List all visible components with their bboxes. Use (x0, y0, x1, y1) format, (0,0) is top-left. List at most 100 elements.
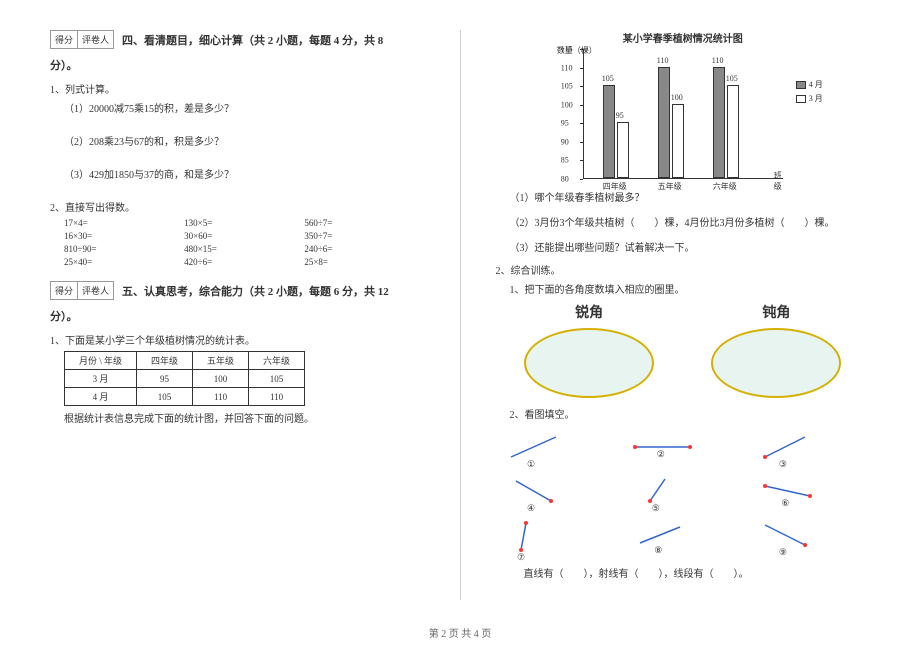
calc-row: 25×40=420÷6=25×8= (64, 257, 425, 267)
line-cell: ⑨ (745, 515, 870, 559)
score-box-2: 得分 评卷人 (50, 281, 114, 300)
calc-cell: 350÷7= (304, 231, 424, 241)
y-tick-label: 90 (561, 137, 569, 146)
calc-cell: 420÷6= (184, 257, 304, 267)
lines-grid: ① ② ③ ④ ⑤ ⑥ ⑦ ⑧ ⑨ (496, 427, 871, 559)
bar-value-label: 110 (712, 56, 724, 65)
bar-value-label: 100 (671, 93, 683, 102)
calc-cell: 25×8= (304, 257, 424, 267)
calc-cell: 25×40= (64, 257, 184, 267)
y-tick-label: 80 (561, 175, 569, 184)
chart-bar (658, 67, 670, 178)
section4-header: 得分 评卷人 四、看清题目，细心计算（共 2 小题，每题 4 分，共 8 (50, 30, 425, 49)
table-cell: 100 (193, 370, 249, 388)
tree-table: 月份 \ 年级四年级五年级六年级 3 月951001054 月105110110 (64, 351, 305, 406)
line-number-label: ③ (779, 459, 787, 470)
line-svg (620, 427, 745, 471)
obtuse-label: 钝角 (762, 302, 790, 322)
calc-cell: 810÷90= (64, 244, 184, 254)
s4-p1-head: 1、列式计算。 (50, 81, 425, 96)
line-cell: ⑤ (620, 471, 745, 515)
s5-p1-head: 1、下面是某小学三个年级植树情况的统计表。 (50, 332, 425, 347)
chart-title: 某小学春季植树情况统计图 (553, 30, 813, 45)
s4-p1-1: （1）20000减75乘15的积，差是多少？ (64, 100, 425, 115)
bar-chart: 某小学春季植树情况统计图 数量（棵） 4 月3 月 80859095100105… (553, 30, 813, 179)
line-svg (745, 515, 870, 559)
calc-row: 16×30=30×60=350÷7= (64, 231, 425, 241)
calc-cell: 30×60= (184, 231, 304, 241)
table-header-cell: 月份 \ 年级 (65, 352, 137, 370)
chart-q3: （3）还能提出哪些问题？试着解决一下。 (510, 239, 871, 254)
line-cell: ④ (496, 471, 621, 515)
line-number-label: ⑧ (654, 545, 662, 556)
line-number-label: ⑤ (652, 503, 660, 514)
section5-suffix: 分）。 (50, 308, 425, 324)
s5-p2-s1: 1、把下面的各角度数填入相应的圈里。 (510, 281, 871, 296)
obtuse-ellipse (711, 328, 841, 398)
y-tick-label: 105 (561, 82, 573, 91)
line-number-label: ⑥ (781, 498, 789, 509)
line-cell: ⑦ (496, 515, 621, 559)
table-cell: 110 (193, 388, 249, 406)
y-tick-label: 100 (561, 100, 573, 109)
line-cell: ② (620, 427, 745, 471)
chart-bar (617, 122, 629, 178)
calc-row: 810÷90=480×15=240÷6= (64, 244, 425, 254)
s5-p2-s2: 2、看图填空。 (510, 406, 871, 421)
chart-bar (727, 85, 739, 178)
x-category-label: 四年级 (603, 181, 627, 192)
table-cell: 105 (137, 388, 193, 406)
table-header-cell: 四年级 (137, 352, 193, 370)
table-cell: 110 (249, 388, 305, 406)
calc-row: 17×4=130×5=560÷7= (64, 218, 425, 228)
score-label: 得分 (51, 31, 78, 48)
y-tick-label: 115 (561, 45, 573, 54)
right-column: 某小学春季植树情况统计图 数量（棵） 4 月3 月 80859095100105… (496, 30, 871, 600)
legend-label: 4 月 (809, 79, 823, 90)
calc-cell: 560÷7= (304, 218, 424, 228)
s5-p1-note: 根据统计表信息完成下面的统计图，并回答下面的问题。 (64, 410, 425, 425)
section5-header: 得分 评卷人 五、认真思考，综合能力（共 2 小题，每题 6 分，共 12 (50, 281, 425, 300)
section4-title: 四、看清题目，细心计算（共 2 小题，每题 4 分，共 8 (122, 32, 383, 48)
line-cell: ⑥ (745, 471, 870, 515)
bar-value-label: 95 (616, 111, 624, 120)
table-cell: 105 (249, 370, 305, 388)
bar-value-label: 105 (726, 74, 738, 83)
legend-swatch (796, 81, 806, 89)
section5-title: 五、认真思考，综合能力（共 2 小题，每题 6 分，共 12 (122, 283, 389, 299)
calc-cell: 130×5= (184, 218, 304, 228)
s4-p2-head: 2、直接写出得数。 (50, 199, 425, 214)
section4-suffix: 分）。 (50, 57, 425, 73)
line-svg (745, 427, 870, 471)
table-cell: 3 月 (65, 370, 137, 388)
line-number-label: ⑨ (779, 547, 787, 558)
line-svg (745, 471, 870, 515)
bar-value-label: 105 (602, 74, 614, 83)
table-row: 3 月95100105 (65, 370, 305, 388)
calc-rows: 17×4=130×5=560÷7= 16×30=30×60=350÷7= 810÷9… (50, 218, 425, 267)
marker-label: 评卷人 (78, 31, 113, 48)
calc-cell: 16×30= (64, 231, 184, 241)
angle-labels-row: 锐角 钝角 (496, 302, 871, 322)
acute-ellipse (524, 328, 654, 398)
calc-cell: 480×15= (184, 244, 304, 254)
chart-bar (603, 85, 615, 178)
table-header-cell: 六年级 (249, 352, 305, 370)
line-cell: ③ (745, 427, 870, 471)
page-footer: 第 2 页 共 4 页 (0, 625, 920, 640)
chart-q2: （2）3月份3个年级共植树（ ）棵，4月份比3月份多植树（ ）棵。 (510, 214, 871, 229)
s4-p1-3: （3）429加1850与37的商，和是多少？ (64, 166, 425, 181)
chart-legend: 4 月3 月 (796, 79, 823, 107)
legend-label: 3 月 (809, 93, 823, 104)
calc-cell: 17×4= (64, 218, 184, 228)
chart-bar (672, 104, 684, 178)
lines-bottom: 直线有（ ），射线有（ ），线段有（ ）。 (524, 565, 871, 580)
table-header-cell: 五年级 (193, 352, 249, 370)
line-number-label: ⑦ (517, 552, 525, 563)
table-cell: 4 月 (65, 388, 137, 406)
ellipses-row (496, 328, 871, 398)
line-number-label: ② (657, 449, 665, 460)
y-tick-label: 110 (561, 63, 573, 72)
chart-bar (713, 67, 725, 178)
legend-item: 3 月 (796, 93, 823, 104)
